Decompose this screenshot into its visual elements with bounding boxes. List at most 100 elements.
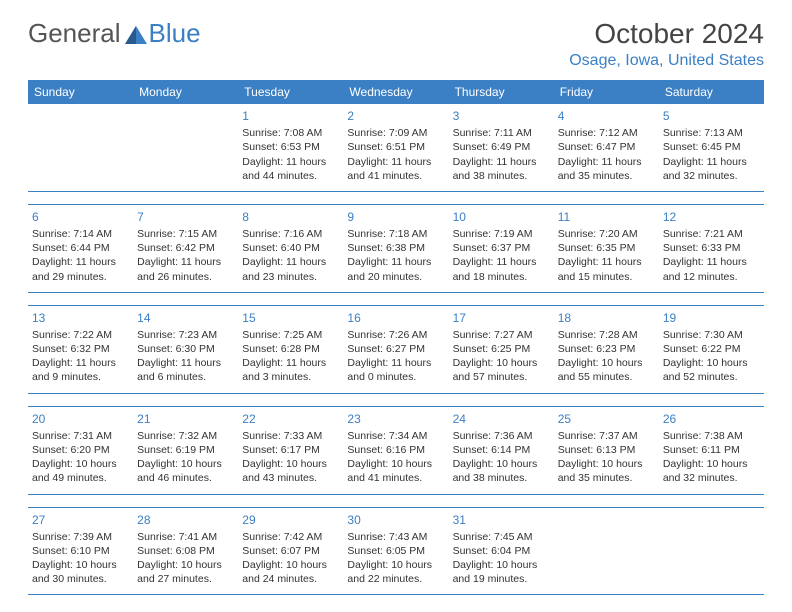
day-number: 31 — [453, 512, 550, 528]
day-number: 15 — [242, 310, 339, 326]
sunrise-text: Sunrise: 7:37 AM — [558, 429, 655, 443]
daylight-text: Daylight: 10 hours and 22 minutes. — [347, 558, 444, 586]
calendar-week-row: 13Sunrise: 7:22 AMSunset: 6:32 PMDayligh… — [28, 305, 764, 393]
calendar-day-cell: 8Sunrise: 7:16 AMSunset: 6:40 PMDaylight… — [238, 204, 343, 292]
calendar-day-cell: 5 Sunrise: 7:13 AMSunset: 6:45 PMDaylight… — [659, 104, 764, 191]
calendar-day-cell: 26Sunrise: 7:38 AMSunset: 6:11 PMDayligh… — [659, 406, 764, 494]
calendar-day-cell: 4Sunrise: 7:12 AMSunset: 6:47 PMDaylight… — [554, 104, 659, 191]
sunrise-text: Sunrise: 7:43 AM — [347, 530, 444, 544]
sunset-text: Sunset: 6:35 PM — [558, 241, 655, 255]
sunset-text: Sunset: 6:32 PM — [32, 342, 129, 356]
day-header: Tuesday — [238, 80, 343, 104]
calendar-day-cell: 24Sunrise: 7:36 AMSunset: 6:14 PMDayligh… — [449, 406, 554, 494]
daylight-text: Daylight: 11 hours and 12 minutes. — [663, 255, 760, 283]
calendar-day-cell: 1Sunrise: 7:08 AMSunset: 6:53 PMDaylight… — [238, 104, 343, 191]
calendar-week-row: 20Sunrise: 7:31 AMSunset: 6:20 PMDayligh… — [28, 406, 764, 494]
sunrise-text: Sunrise: 7:30 AM — [663, 328, 760, 342]
calendar-day-cell: 3Sunrise: 7:11 AMSunset: 6:49 PMDaylight… — [449, 104, 554, 191]
daylight-text: Daylight: 10 hours and 30 minutes. — [32, 558, 129, 586]
calendar-day-cell: 7Sunrise: 7:15 AMSunset: 6:42 PMDaylight… — [133, 204, 238, 292]
sunset-text: Sunset: 6:25 PM — [453, 342, 550, 356]
day-header: Thursday — [449, 80, 554, 104]
sunset-text: Sunset: 6:45 PM — [663, 140, 760, 154]
day-header: Saturday — [659, 80, 764, 104]
sunset-text: Sunset: 6:10 PM — [32, 544, 129, 558]
daylight-text: Daylight: 11 hours and 26 minutes. — [137, 255, 234, 283]
sunrise-text: Sunrise: 7:36 AM — [453, 429, 550, 443]
spacer-row — [28, 292, 764, 305]
sunset-text: Sunset: 6:40 PM — [242, 241, 339, 255]
sunset-text: Sunset: 6:42 PM — [137, 241, 234, 255]
day-number: 22 — [242, 411, 339, 427]
sunrise-text: Sunrise: 7:31 AM — [32, 429, 129, 443]
sunset-text: Sunset: 6:14 PM — [453, 443, 550, 457]
daylight-text: Daylight: 10 hours and 24 minutes. — [242, 558, 339, 586]
calendar-day-cell: 20Sunrise: 7:31 AMSunset: 6:20 PMDayligh… — [28, 406, 133, 494]
sunrise-text: Sunrise: 7:13 AM — [663, 126, 760, 140]
calendar-day-cell: 9Sunrise: 7:18 AMSunset: 6:38 PMDaylight… — [343, 204, 448, 292]
daylight-text: Daylight: 11 hours and 29 minutes. — [32, 255, 129, 283]
calendar-day-cell: 17Sunrise: 7:27 AMSunset: 6:25 PMDayligh… — [449, 305, 554, 393]
day-header: Wednesday — [343, 80, 448, 104]
daylight-text: Daylight: 11 hours and 23 minutes. — [242, 255, 339, 283]
sunset-text: Sunset: 6:23 PM — [558, 342, 655, 356]
sunset-text: Sunset: 6:20 PM — [32, 443, 129, 457]
sunset-text: Sunset: 6:27 PM — [347, 342, 444, 356]
daylight-text: Daylight: 10 hours and 35 minutes. — [558, 457, 655, 485]
month-title: October 2024 — [569, 18, 764, 50]
calendar-day-cell: 29Sunrise: 7:42 AMSunset: 6:07 PMDayligh… — [238, 507, 343, 595]
calendar-day-cell — [133, 104, 238, 191]
day-number: 23 — [347, 411, 444, 427]
day-number: 11 — [558, 209, 655, 225]
daylight-text: Daylight: 10 hours and 43 minutes. — [242, 457, 339, 485]
calendar-day-cell: 30Sunrise: 7:43 AMSunset: 6:05 PMDayligh… — [343, 507, 448, 595]
spacer-row — [28, 494, 764, 507]
sunrise-text: Sunrise: 7:08 AM — [242, 126, 339, 140]
calendar-day-cell: 22Sunrise: 7:33 AMSunset: 6:17 PMDayligh… — [238, 406, 343, 494]
sunrise-text: Sunrise: 7:23 AM — [137, 328, 234, 342]
day-number: 28 — [137, 512, 234, 528]
day-number: 27 — [32, 512, 129, 528]
daylight-text: Daylight: 11 hours and 0 minutes. — [347, 356, 444, 384]
daylight-text: Daylight: 10 hours and 19 minutes. — [453, 558, 550, 586]
sunset-text: Sunset: 6:05 PM — [347, 544, 444, 558]
calendar-day-cell: 6Sunrise: 7:14 AMSunset: 6:44 PMDaylight… — [28, 204, 133, 292]
sunrise-text: Sunrise: 7:39 AM — [32, 530, 129, 544]
sunrise-text: Sunrise: 7:34 AM — [347, 429, 444, 443]
daylight-text: Daylight: 11 hours and 35 minutes. — [558, 155, 655, 183]
daylight-text: Daylight: 10 hours and 49 minutes. — [32, 457, 129, 485]
calendar-day-cell: 18Sunrise: 7:28 AMSunset: 6:23 PMDayligh… — [554, 305, 659, 393]
calendar-day-cell: 11Sunrise: 7:20 AMSunset: 6:35 PMDayligh… — [554, 204, 659, 292]
sunset-text: Sunset: 6:07 PM — [242, 544, 339, 558]
sunrise-text: Sunrise: 7:11 AM — [453, 126, 550, 140]
daylight-text: Daylight: 11 hours and 32 minutes. — [663, 155, 760, 183]
day-number: 5 — [663, 108, 760, 124]
calendar-day-cell: 23Sunrise: 7:34 AMSunset: 6:16 PMDayligh… — [343, 406, 448, 494]
logo: General Blue — [28, 18, 201, 49]
sunrise-text: Sunrise: 7:25 AM — [242, 328, 339, 342]
daylight-text: Daylight: 11 hours and 18 minutes. — [453, 255, 550, 283]
calendar-day-cell: 14Sunrise: 7:23 AMSunset: 6:30 PMDayligh… — [133, 305, 238, 393]
calendar-day-cell — [554, 507, 659, 595]
sunset-text: Sunset: 6:17 PM — [242, 443, 339, 457]
sunrise-text: Sunrise: 7:20 AM — [558, 227, 655, 241]
daylight-text: Daylight: 11 hours and 41 minutes. — [347, 155, 444, 183]
calendar-day-cell — [659, 507, 764, 595]
location: Osage, Iowa, United States — [569, 52, 764, 70]
sunrise-text: Sunrise: 7:41 AM — [137, 530, 234, 544]
day-number: 19 — [663, 310, 760, 326]
calendar-day-cell: 10Sunrise: 7:19 AMSunset: 6:37 PMDayligh… — [449, 204, 554, 292]
calendar-table: Sunday Monday Tuesday Wednesday Thursday… — [28, 80, 764, 595]
day-number: 2 — [347, 108, 444, 124]
calendar-day-cell: 28Sunrise: 7:41 AMSunset: 6:08 PMDayligh… — [133, 507, 238, 595]
logo-icon — [125, 24, 147, 44]
sunrise-text: Sunrise: 7:12 AM — [558, 126, 655, 140]
calendar-day-cell: 31Sunrise: 7:45 AMSunset: 6:04 PMDayligh… — [449, 507, 554, 595]
sunset-text: Sunset: 6:51 PM — [347, 140, 444, 154]
sunset-text: Sunset: 6:22 PM — [663, 342, 760, 356]
sunrise-text: Sunrise: 7:42 AM — [242, 530, 339, 544]
sunset-text: Sunset: 6:37 PM — [453, 241, 550, 255]
sunrise-text: Sunrise: 7:28 AM — [558, 328, 655, 342]
day-number: 14 — [137, 310, 234, 326]
day-number: 13 — [32, 310, 129, 326]
